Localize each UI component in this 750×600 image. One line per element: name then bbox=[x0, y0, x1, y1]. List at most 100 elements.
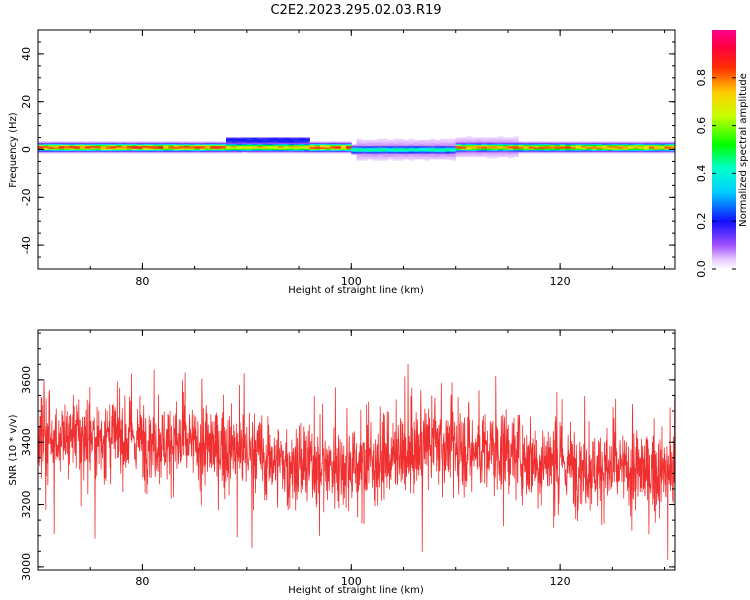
heatmap-cell bbox=[69, 144, 75, 147]
heatmap-cell bbox=[455, 138, 462, 141]
heatmap-cell bbox=[393, 138, 399, 141]
heatmap-cell bbox=[58, 151, 65, 154]
heatmap-cell bbox=[633, 150, 639, 153]
heatmap-cell bbox=[293, 151, 300, 154]
heatmap-cell bbox=[382, 154, 389, 156]
heatmap-cell bbox=[586, 148, 592, 150]
heatmap-cell bbox=[570, 150, 577, 153]
heatmap-cell bbox=[659, 145, 665, 148]
heatmap-cell bbox=[184, 144, 190, 147]
heatmap-cell bbox=[669, 142, 675, 144]
heatmap-cell bbox=[309, 151, 316, 154]
heatmap-cell bbox=[419, 148, 425, 150]
heatmap-cell bbox=[445, 142, 451, 144]
heatmap-cell bbox=[293, 137, 300, 140]
heatmap-cell bbox=[137, 144, 143, 147]
heatmap-cell bbox=[257, 139, 263, 142]
heatmap-cell bbox=[69, 150, 75, 153]
heatmap-cell bbox=[497, 136, 504, 138]
heatmap-cell bbox=[445, 154, 451, 156]
heatmap-cell bbox=[466, 150, 472, 153]
heatmap-cell bbox=[100, 142, 107, 144]
heatmap-cell bbox=[137, 143, 143, 146]
heatmap-cell bbox=[351, 148, 357, 150]
heatmap-cell bbox=[184, 151, 190, 154]
heatmap-cell bbox=[194, 141, 201, 143]
heatmap-cell bbox=[622, 142, 629, 144]
heatmap-cell bbox=[278, 141, 284, 143]
heatmap-cell bbox=[429, 149, 436, 152]
heatmap-cell bbox=[361, 159, 368, 161]
heatmap-cell bbox=[429, 155, 436, 158]
heatmap-cell bbox=[413, 148, 420, 150]
heatmap-cell bbox=[309, 142, 316, 144]
heatmap-cell bbox=[299, 150, 305, 153]
heatmap-cell bbox=[43, 150, 49, 153]
colorbar-tick-label: 0.8 bbox=[695, 69, 708, 87]
heatmap-cell bbox=[492, 147, 498, 149]
heatmap-cell bbox=[147, 147, 154, 149]
heatmap-cell bbox=[288, 149, 295, 152]
heatmap-cell bbox=[523, 150, 530, 153]
heatmap-cell bbox=[513, 148, 519, 150]
heatmap-cell bbox=[539, 150, 545, 153]
heatmap-cell bbox=[361, 153, 368, 155]
heatmap-cell bbox=[601, 151, 608, 154]
heatmap-cell bbox=[163, 145, 169, 148]
heatmap-cell bbox=[628, 151, 634, 154]
heatmap-cell bbox=[79, 148, 86, 150]
heatmap-cell bbox=[628, 147, 634, 149]
heatmap-cell bbox=[581, 144, 587, 147]
heatmap-cell bbox=[267, 141, 274, 143]
heatmap-cell bbox=[257, 144, 263, 147]
heatmap-cell bbox=[502, 151, 509, 154]
heatmap-cell bbox=[340, 143, 347, 146]
heatmap-cell bbox=[612, 148, 618, 150]
heatmap-cell bbox=[554, 143, 561, 146]
heatmap-cell bbox=[570, 141, 577, 143]
heatmap-cell bbox=[372, 156, 378, 159]
heatmap-cell bbox=[184, 148, 190, 150]
heatmap-cell bbox=[38, 149, 44, 152]
heatmap-cell bbox=[372, 145, 378, 148]
y-tick-label: 3600 bbox=[20, 366, 33, 394]
heatmap-cell bbox=[638, 145, 645, 148]
heatmap-cell bbox=[440, 156, 446, 159]
heatmap-cell bbox=[518, 148, 524, 150]
heatmap-cell bbox=[366, 148, 373, 150]
heatmap-cell bbox=[372, 151, 378, 154]
heatmap-cell bbox=[69, 147, 75, 149]
heatmap-cell bbox=[116, 144, 122, 147]
heatmap-cell bbox=[648, 151, 655, 154]
heatmap-cell bbox=[231, 138, 237, 141]
heatmap-cell bbox=[513, 137, 519, 140]
heatmap-cell bbox=[513, 136, 519, 138]
heatmap-cell bbox=[617, 148, 624, 150]
heatmap-cell bbox=[429, 145, 436, 148]
heatmap-cell bbox=[43, 147, 49, 149]
heatmap-cell bbox=[487, 141, 493, 143]
heatmap-cell bbox=[283, 148, 290, 150]
heatmap-cell bbox=[481, 148, 488, 150]
heatmap-cell bbox=[246, 151, 253, 154]
heatmap-cell bbox=[225, 137, 232, 140]
heatmap-cell bbox=[601, 141, 608, 143]
heatmap-cell bbox=[596, 149, 603, 152]
heatmap-cell bbox=[507, 150, 514, 153]
heatmap-cell bbox=[408, 148, 415, 150]
heatmap-cell bbox=[591, 145, 598, 148]
heatmap-cell bbox=[152, 143, 159, 146]
heatmap-cell bbox=[419, 151, 425, 154]
heatmap-cell bbox=[544, 145, 551, 148]
heatmap-cell bbox=[142, 147, 149, 149]
heatmap-cell bbox=[466, 144, 472, 147]
heatmap-cell bbox=[455, 143, 462, 146]
heatmap-cell bbox=[69, 145, 75, 148]
heatmap-cell bbox=[168, 147, 175, 149]
heatmap-cell bbox=[523, 141, 530, 143]
heatmap-cell bbox=[74, 144, 81, 147]
heatmap-cell bbox=[257, 151, 263, 154]
